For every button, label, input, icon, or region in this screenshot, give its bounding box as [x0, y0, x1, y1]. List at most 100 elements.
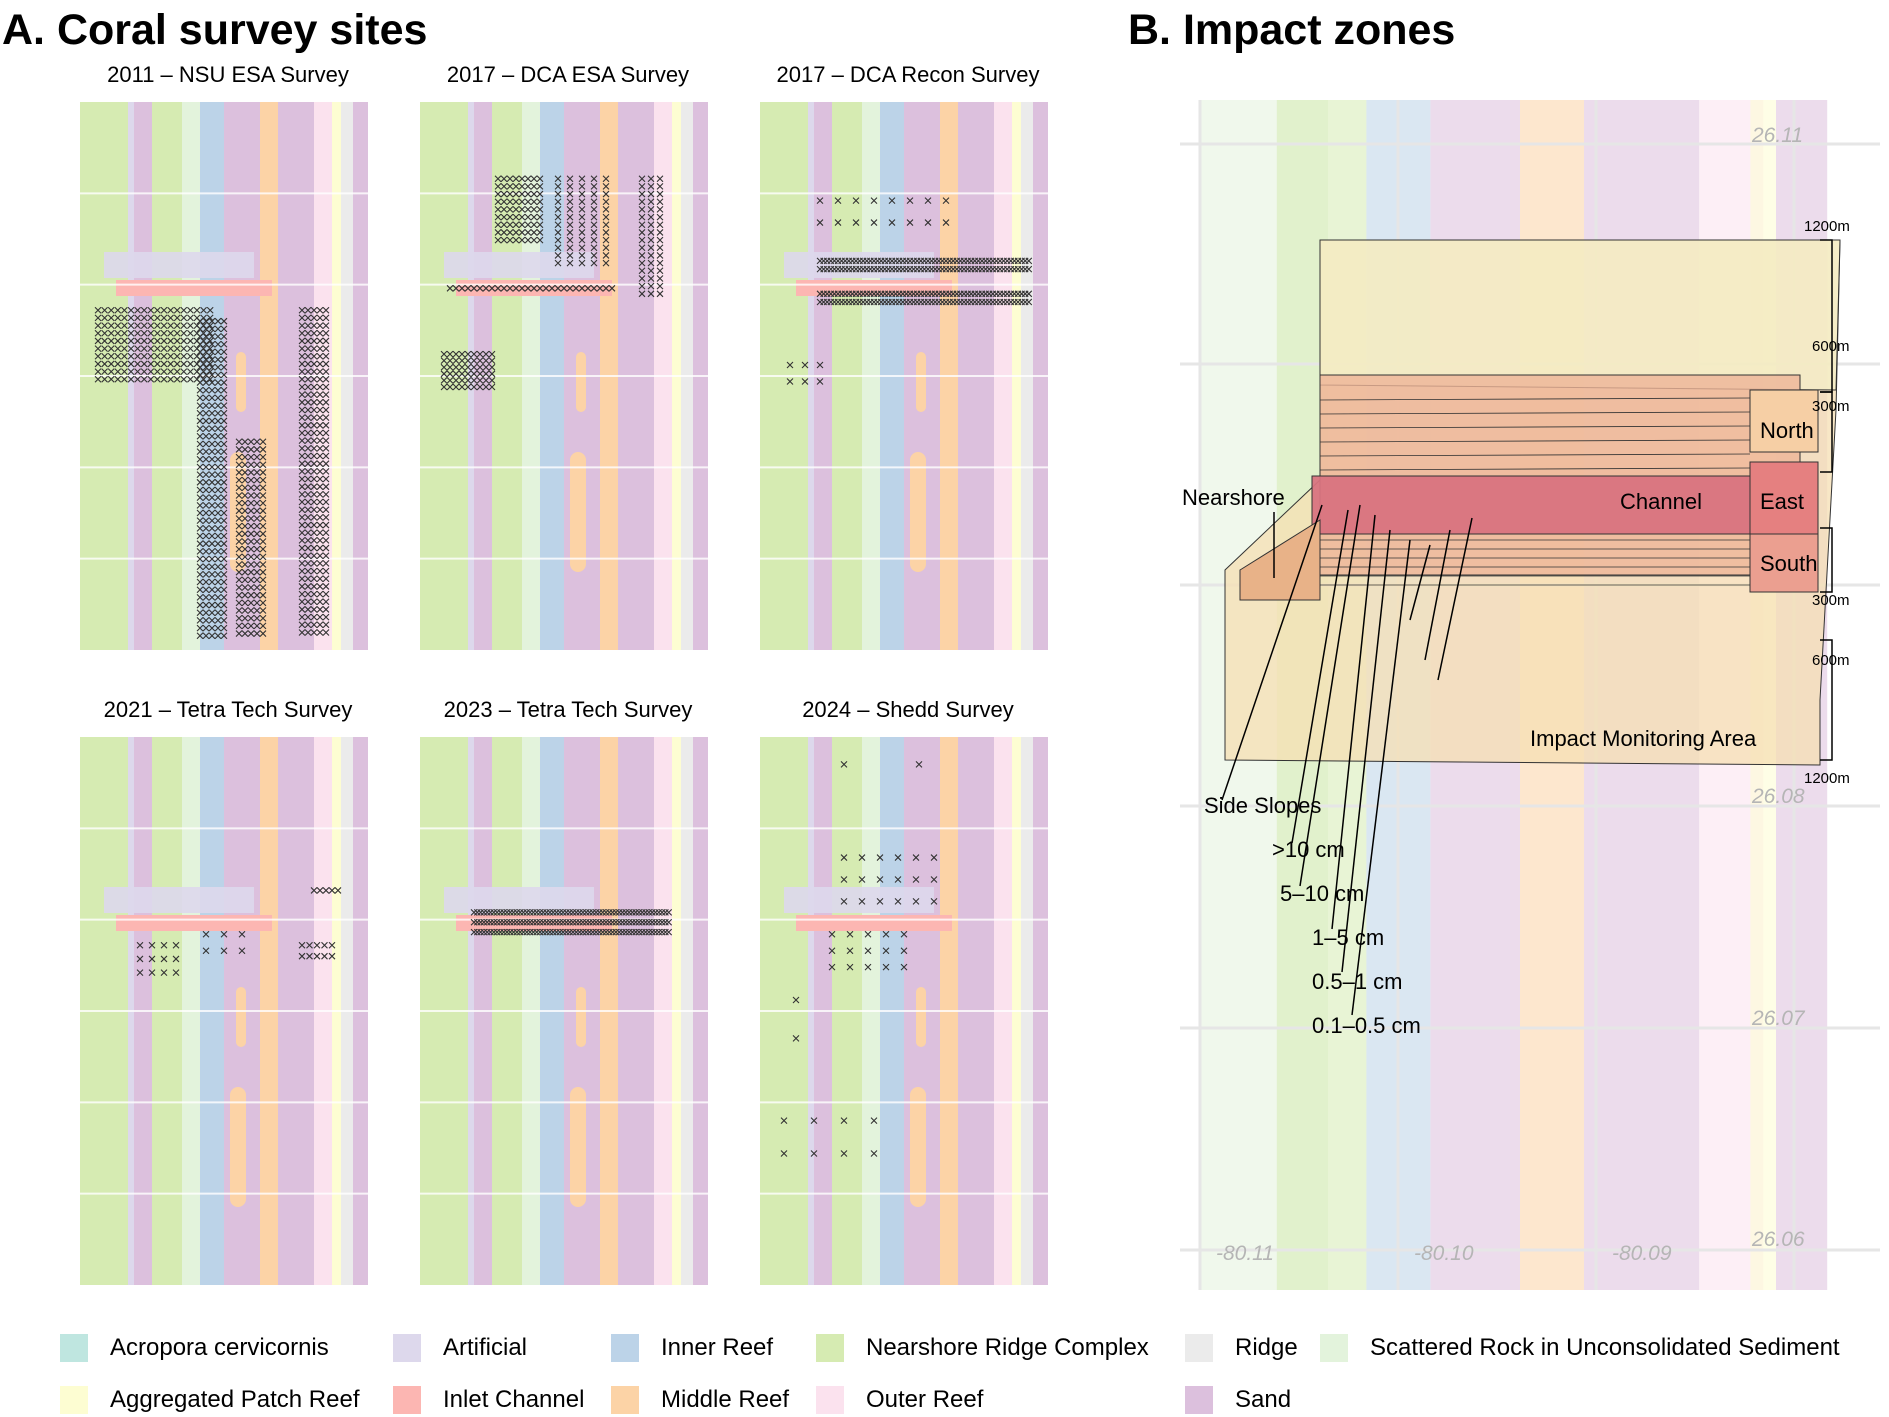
survey-site-marker: [196, 379, 204, 386]
survey-site-marker: [160, 306, 168, 314]
survey-site-marker: [241, 446, 249, 453]
survey-site-marker: [202, 486, 210, 494]
survey-site-marker: [310, 498, 318, 506]
survey-site-marker: [214, 478, 222, 486]
survey-site-marker: [464, 383, 472, 391]
survey-site-marker: [107, 314, 115, 322]
survey-site-marker: [322, 375, 330, 383]
survey-site-marker: [322, 421, 330, 429]
survey-site-marker: [298, 537, 306, 544]
survey-site-marker: [506, 190, 514, 198]
survey-site-marker: [530, 213, 538, 221]
survey-map-2017-dca-esa: [410, 100, 730, 660]
survey-site-marker: [446, 370, 454, 378]
survey-site-marker: [322, 575, 330, 583]
survey-site-marker: [590, 229, 598, 236]
survey-site-marker: [310, 537, 318, 544]
survey-site-marker: [202, 547, 210, 555]
survey-site-marker: [638, 183, 646, 190]
survey-site-marker: [566, 198, 574, 206]
latitude-label-26.07: 26.07: [1752, 1007, 1805, 1030]
survey-site-marker: [602, 175, 610, 183]
survey-site-marker: [220, 409, 228, 417]
survey-site-marker: [154, 368, 161, 376]
survey-site-marker: [253, 469, 261, 476]
survey-site-marker: [154, 375, 161, 383]
survey-site-marker: [578, 259, 586, 267]
survey-site-marker: [304, 375, 312, 383]
survey-site-marker: [298, 575, 306, 583]
survey-site-marker: [220, 617, 228, 624]
survey-site-marker: [322, 490, 330, 498]
survey-site-marker: [840, 854, 848, 861]
survey-site-marker: [202, 340, 210, 348]
survey-site-marker: [208, 609, 216, 617]
survey-site-marker: [316, 567, 324, 575]
survey-site-marker: [322, 452, 330, 460]
survey-site-marker: [322, 483, 330, 491]
survey-site-marker: [304, 590, 312, 598]
survey-site-marker: [322, 322, 330, 329]
survey-site-marker: [506, 206, 514, 213]
survey-site-marker: [304, 467, 312, 475]
survey-site-marker: [214, 409, 222, 417]
survey-site-marker: [536, 284, 544, 292]
survey-site-marker: [590, 175, 598, 183]
survey-site-marker: [554, 259, 562, 267]
survey-site-marker: [208, 386, 216, 394]
survey-site-marker: [846, 947, 854, 955]
survey-site-marker: [147, 360, 155, 368]
survey-site-marker: [160, 955, 168, 963]
survey-site-marker: [864, 930, 872, 938]
survey-site-marker: [220, 317, 228, 325]
survey-site-marker: [220, 402, 228, 409]
survey-site-marker: [208, 486, 216, 494]
contour-line: [1319, 439, 1751, 443]
survey-site-marker: [316, 360, 324, 368]
survey-site-marker: [220, 594, 228, 601]
survey-site-marker: [196, 463, 204, 471]
survey-site-marker: [494, 175, 502, 183]
survey-site-marker: [647, 229, 655, 236]
survey-site-marker: [322, 345, 330, 352]
survey-site-marker: [208, 617, 216, 624]
survey-site-marker: [870, 197, 878, 205]
survey-site-marker: [180, 375, 188, 383]
survey-site-marker: [870, 1150, 878, 1157]
survey-site-marker: [792, 996, 800, 1004]
survey-site-marker: [310, 467, 318, 475]
survey-site-marker: [298, 583, 306, 590]
survey-site-marker: [572, 284, 580, 292]
survey-site-marker: [882, 963, 890, 971]
survey-site-marker: [304, 460, 312, 468]
survey-site-marker: [536, 175, 544, 183]
legend-label: Acropora cervicornis: [110, 1334, 329, 1361]
survey-site-marker: [134, 345, 141, 352]
survey-site-marker: [316, 590, 324, 598]
map-title-2017-dca-esa: 2017 – DCA ESA Survey: [446, 62, 690, 87]
survey-site-marker: [247, 469, 255, 476]
survey-site-marker: [470, 370, 478, 378]
survey-site-marker: [452, 376, 460, 384]
legend-item-inlet-channel: Inlet Channel: [393, 1386, 584, 1414]
survey-site-marker: [160, 337, 168, 345]
survey-site-marker: [530, 198, 538, 206]
survey-site-marker: [458, 350, 466, 358]
survey-site-marker: [196, 478, 204, 486]
survey-site-marker: [446, 383, 454, 391]
survey-site-marker: [590, 252, 598, 259]
survey-site-marker: [241, 599, 249, 607]
survey-site-marker: [202, 432, 210, 440]
latitude-label-26.11: 26.11: [1752, 124, 1803, 147]
survey-site-marker: [638, 259, 646, 267]
survey-site-marker: [834, 197, 842, 205]
survey-site-marker: [121, 360, 128, 368]
survey-site-marker: [196, 363, 204, 371]
survey-site-marker: [316, 552, 324, 560]
survey-site-marker: [298, 506, 306, 514]
survey-site-marker: [310, 560, 318, 567]
survey-site-marker: [247, 538, 255, 545]
survey-site-marker: [506, 183, 514, 190]
survey-site-marker: [196, 340, 204, 348]
survey-site-marker: [316, 375, 324, 383]
